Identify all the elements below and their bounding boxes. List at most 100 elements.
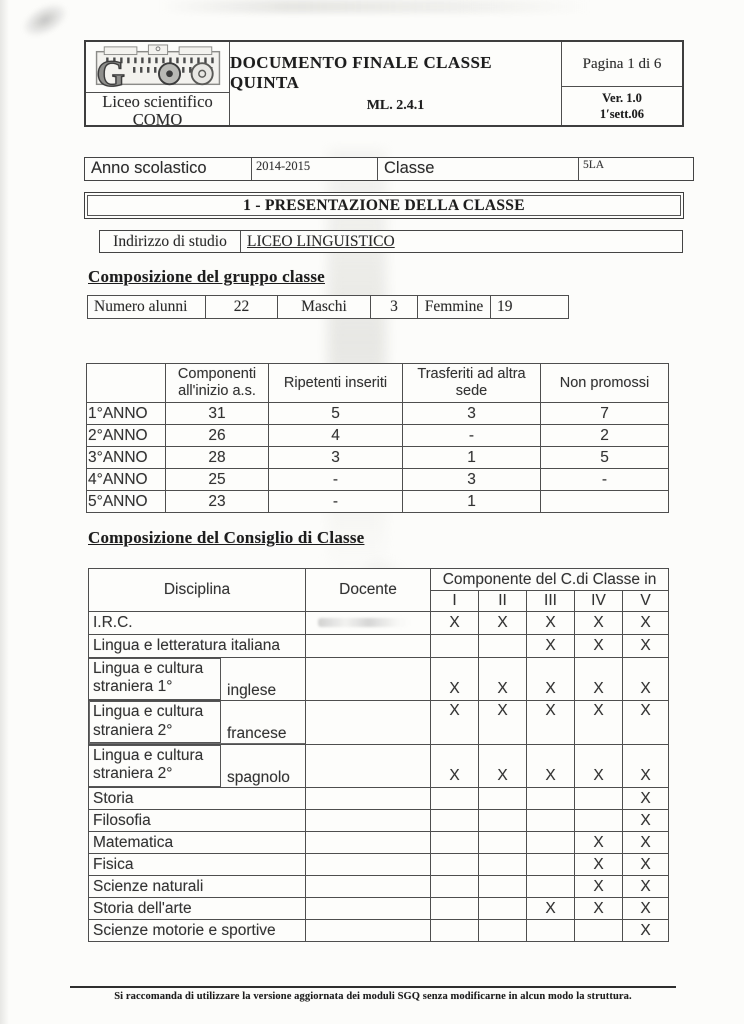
- disciplina-cell: Scienze naturali: [88, 875, 306, 898]
- col-disciplina: Disciplina: [88, 568, 306, 612]
- cell: 3: [402, 468, 541, 491]
- cell: 4: [268, 424, 403, 447]
- table-row: Lingua e cultura straniera 1° inglese X …: [88, 657, 670, 701]
- cell: 3: [402, 402, 541, 425]
- docente-cell: [305, 853, 431, 876]
- cell: 5: [540, 446, 669, 469]
- mark-cell: [526, 875, 575, 898]
- mark-cell: [526, 853, 575, 876]
- docente-cell: [305, 919, 431, 942]
- lingua-name: inglese: [227, 681, 277, 699]
- logo-cell: G Liceo scientifico COMO: [86, 42, 230, 129]
- table-header-row: Componenti all'inizio a.s. Ripetenti ins…: [86, 363, 669, 403]
- cell: 3: [268, 446, 403, 469]
- disciplina-cell: Lingua e cultura straniera 2° spagnolo: [88, 744, 306, 788]
- mark-cell: X: [478, 700, 527, 745]
- redacted-handwriting: [318, 618, 410, 627]
- disciplina-cell: Storia dell'arte: [88, 897, 306, 920]
- school-building-logo-icon: G: [86, 42, 229, 92]
- mark-cell: X: [574, 875, 623, 898]
- mark-cell: X: [430, 657, 479, 701]
- mark-cell: [430, 831, 479, 854]
- table-row: Fisica X X: [88, 853, 670, 876]
- footer-rule: [70, 986, 676, 988]
- docente-cell: [305, 831, 431, 854]
- cell: -: [402, 424, 541, 447]
- table-row: Numero alunni 22 Maschi 3 Femmine 19: [87, 295, 569, 319]
- mark-cell: X: [621, 875, 670, 898]
- row-label: 3°ANNO: [86, 446, 166, 469]
- docente-cell: [305, 809, 431, 832]
- mark-cell: X: [574, 634, 623, 658]
- lingua-name: francese: [227, 725, 287, 742]
- document-code: ML. 2.4.1: [366, 98, 425, 113]
- section-banner-title: 1 - PRESENTAZIONE DELLA CLASSE: [87, 195, 681, 216]
- numero-alunni-table: Numero alunni 22 Maschi 3 Femmine 19: [87, 295, 569, 319]
- mark-cell: X: [574, 897, 623, 920]
- mark-cell: X: [621, 809, 670, 832]
- col-ripetenti: Ripetenti inseriti: [268, 363, 403, 403]
- cell: -: [268, 468, 403, 491]
- mark-cell: X: [621, 634, 670, 658]
- row-label: 1°ANNO: [86, 402, 166, 425]
- docente-cell: [305, 634, 431, 658]
- docente-cell: [305, 657, 431, 701]
- row-label: 4°ANNO: [86, 468, 166, 491]
- cell: 1: [402, 490, 541, 513]
- mark-cell: [430, 809, 479, 832]
- col-docente: Docente: [305, 568, 431, 612]
- mark-cell: [478, 875, 527, 898]
- docente-cell: [305, 875, 431, 898]
- docente-cell: [305, 787, 431, 810]
- disciplina-cell: Lingua e letteratura italiana: [88, 634, 306, 658]
- cell: 28: [165, 446, 269, 469]
- cell: 23: [165, 490, 269, 513]
- year-III: III: [526, 590, 575, 612]
- disciplina-label: Lingua e cultura straniera 2°: [89, 745, 221, 787]
- version: Ver. 1.0: [602, 90, 642, 105]
- empty-header-cell: [86, 363, 166, 403]
- svg-text:G: G: [96, 53, 124, 92]
- cell: 7: [540, 402, 669, 425]
- mark-cell: X: [621, 744, 670, 788]
- mark-cell: X: [574, 611, 623, 635]
- table-row: 5°ANNO 23 - 1: [86, 490, 669, 513]
- mark-cell: [574, 787, 623, 810]
- school-year-row: Anno scolastico 2014-2015 Classe 5LA: [84, 157, 694, 181]
- anni-table: Componenti all'inizio a.s. Ripetenti ins…: [86, 363, 669, 513]
- col-trasferiti: Trasferiti ad altra sede: [402, 363, 541, 403]
- cell: 2: [540, 424, 669, 447]
- footer-note: Si raccomanda di utilizzare la versione …: [114, 991, 632, 1002]
- maschi-value: 3: [370, 295, 418, 319]
- mark-cell: [430, 875, 479, 898]
- year-I: I: [430, 590, 479, 612]
- docente-cell: [305, 700, 431, 745]
- mark-cell: X: [621, 787, 670, 810]
- disciplina-cell: Scienze motorie e sportive: [88, 919, 306, 942]
- school-name-line2: COMO: [132, 110, 183, 130]
- mark-cell: X: [574, 700, 623, 745]
- page-number: Pagina 1 di 6: [562, 42, 682, 87]
- mark-cell: [574, 919, 623, 942]
- mark-cell: [574, 809, 623, 832]
- mark-cell: X: [574, 831, 623, 854]
- mark-cell: X: [526, 897, 575, 920]
- mark-cell: X: [621, 831, 670, 854]
- mark-cell: X: [574, 853, 623, 876]
- table-row: 2°ANNO 26 4 - 2: [86, 424, 669, 447]
- school-name: Liceo scientifico COMO: [86, 92, 229, 130]
- mark-cell: X: [621, 611, 670, 635]
- col-componenti: Componenti all'inizio a.s.: [165, 363, 269, 403]
- mark-cell: [526, 787, 575, 810]
- numero-alunni-value: 22: [205, 295, 278, 319]
- mark-cell: [478, 853, 527, 876]
- gruppo-classe-heading: Composizione del gruppo classe: [88, 267, 325, 286]
- mark-cell: [526, 831, 575, 854]
- col-componente: Componente del C.di Classe in: [429, 568, 670, 591]
- lingua-name: spagnolo: [227, 768, 290, 786]
- mark-cell: [430, 919, 479, 942]
- cell: 25: [165, 468, 269, 491]
- mark-cell: [478, 831, 527, 854]
- mark-cell: X: [526, 700, 575, 745]
- consiglio-heading: Composizione del Consiglio di Classe: [88, 528, 365, 547]
